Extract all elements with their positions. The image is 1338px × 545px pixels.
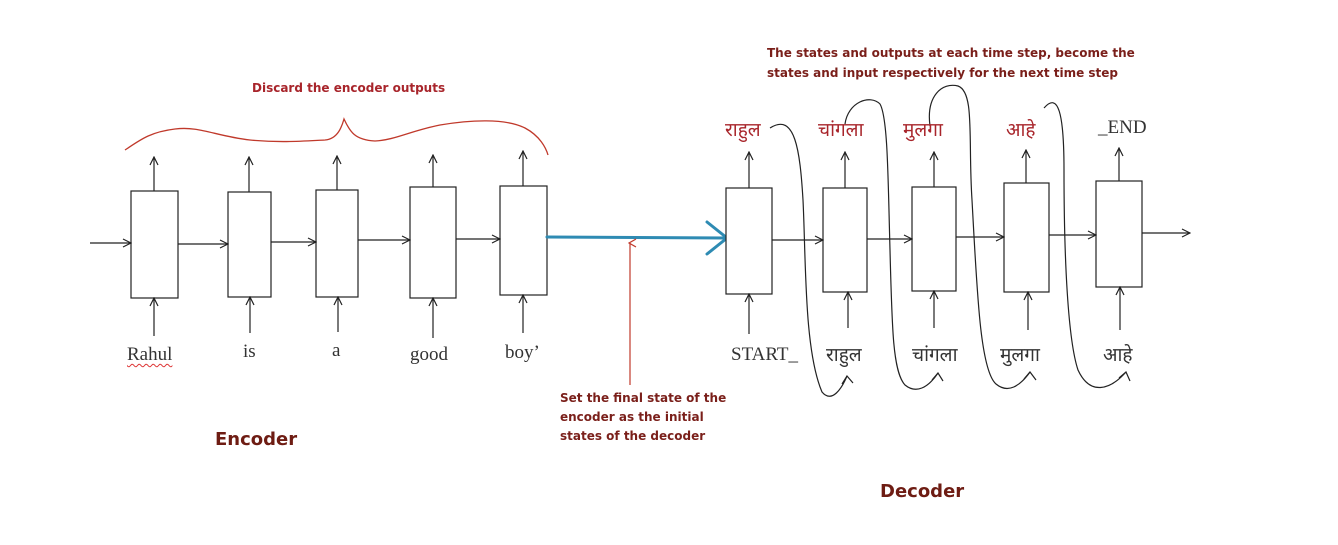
encoder-input-2: is [243, 341, 256, 362]
encoder-input-4: good [410, 344, 448, 365]
encoder-cell-1 [130, 190, 179, 299]
feedback-loop-2 [844, 99, 939, 390]
final-state-annotation: Set the final state of the encoder as th… [560, 389, 726, 446]
encoder-input-1: Rahul [127, 344, 173, 365]
encoder-cell-5 [499, 185, 548, 296]
decoder-cell-3 [911, 186, 957, 292]
decoder-input-1: START_ [731, 344, 799, 365]
decoder-states-annotation-line-1: The states and outputs at each time step… [767, 46, 1135, 60]
decoder-input-5: आहे [1103, 344, 1133, 366]
feedback-loop-4 [1043, 102, 1127, 389]
decoder-states-annotation-line-2: states and input respectively for the ne… [767, 66, 1119, 80]
decoder-cells [725, 180, 1143, 295]
encoder-input-3: a [332, 340, 341, 361]
feedback-loop-1 [769, 123, 848, 397]
encoder-outputs-brace [124, 117, 549, 156]
encoder-input-5: boy’ [505, 342, 540, 363]
decoder-cell-1 [725, 187, 773, 295]
decoder-output-1: राहुल [725, 119, 761, 141]
decoder-cell-2 [822, 187, 868, 293]
discard-outputs-annotation: Discard the encoder outputs [252, 81, 446, 95]
decoder-states-annotation: The states and outputs at each time step… [767, 43, 1135, 83]
decoder-input-4: मुलगा [1000, 344, 1040, 366]
encoder-cell-4 [409, 186, 457, 299]
decoder-cell-4 [1003, 182, 1050, 293]
final-state-transfer-arrow [545, 220, 730, 256]
decoder-input-2: राहुल [826, 344, 862, 366]
final-state-annotation-line-2: encoder as the initial [560, 410, 704, 424]
encoder-cell-3 [315, 189, 359, 298]
decoder-output-3: मुलगा [903, 119, 943, 141]
final-state-annotation-line-3: states of the decoder [560, 429, 706, 443]
final-state-annotation-line-1: Set the final state of the [560, 391, 727, 405]
decoder-title: Decoder [880, 481, 965, 502]
decoder-output-2: चांगला [818, 119, 864, 141]
encoder-cell-2 [227, 191, 272, 298]
decoder-input-3: चांगला [912, 344, 958, 366]
decoder-cell-5 [1095, 180, 1143, 288]
feedback-loop-3 [928, 84, 1031, 389]
encoder-title: Encoder [215, 429, 298, 450]
decoder-output-4: आहे [1006, 119, 1036, 141]
decoder-output-5: _END [1098, 117, 1147, 138]
encoder-cells [130, 185, 548, 299]
